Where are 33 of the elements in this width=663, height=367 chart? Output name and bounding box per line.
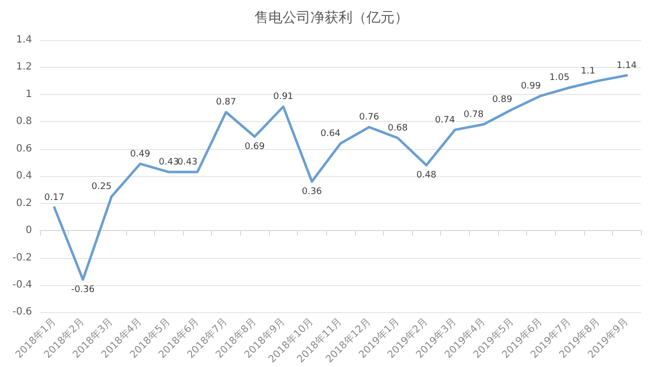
data-label: 1.1 — [580, 66, 596, 76]
data-label: 0.69 — [244, 142, 265, 152]
y-tick-label: -0.6 — [12, 306, 32, 318]
data-label: 0.43 — [158, 158, 179, 168]
data-label: 0.64 — [320, 128, 341, 139]
y-tick-label: 1 — [26, 88, 32, 100]
y-tick-label: 1.2 — [16, 62, 32, 73]
data-label: 0.78 — [464, 110, 484, 120]
y-tick-label: 0 — [26, 225, 32, 236]
data-label: 0.74 — [434, 115, 456, 126]
data-label: 0.76 — [359, 112, 380, 123]
chart-title: 售电公司净获利（亿元） — [254, 10, 408, 26]
data-label: 0.68 — [388, 123, 408, 134]
y-tick-label: 0.8 — [16, 116, 32, 128]
data-label: 0.99 — [520, 81, 542, 92]
y-tick-label: 0.2 — [16, 198, 32, 209]
data-label: 0.89 — [492, 94, 513, 105]
data-label: 1.14 — [616, 60, 637, 71]
data-label: 0.48 — [416, 170, 437, 181]
y-tick-label: -0.4 — [12, 279, 32, 290]
data-label: 0.87 — [216, 98, 236, 108]
data-label: 0.91 — [273, 92, 294, 102]
data-label: 1.05 — [549, 73, 570, 84]
data-label: 0.36 — [302, 187, 322, 198]
data-label: 0.25 — [92, 182, 112, 192]
y-tick-label: 0.4 — [16, 170, 32, 182]
data-label: -0.36 — [71, 285, 95, 296]
data-label: 0.17 — [44, 192, 64, 203]
y-tick-label: 0.6 — [16, 143, 32, 154]
y-tick-label: 1.4 — [16, 34, 32, 46]
data-label: 0.49 — [130, 149, 150, 160]
y-tick-label: -0.2 — [12, 252, 32, 264]
data-label: 0.43 — [177, 158, 198, 168]
